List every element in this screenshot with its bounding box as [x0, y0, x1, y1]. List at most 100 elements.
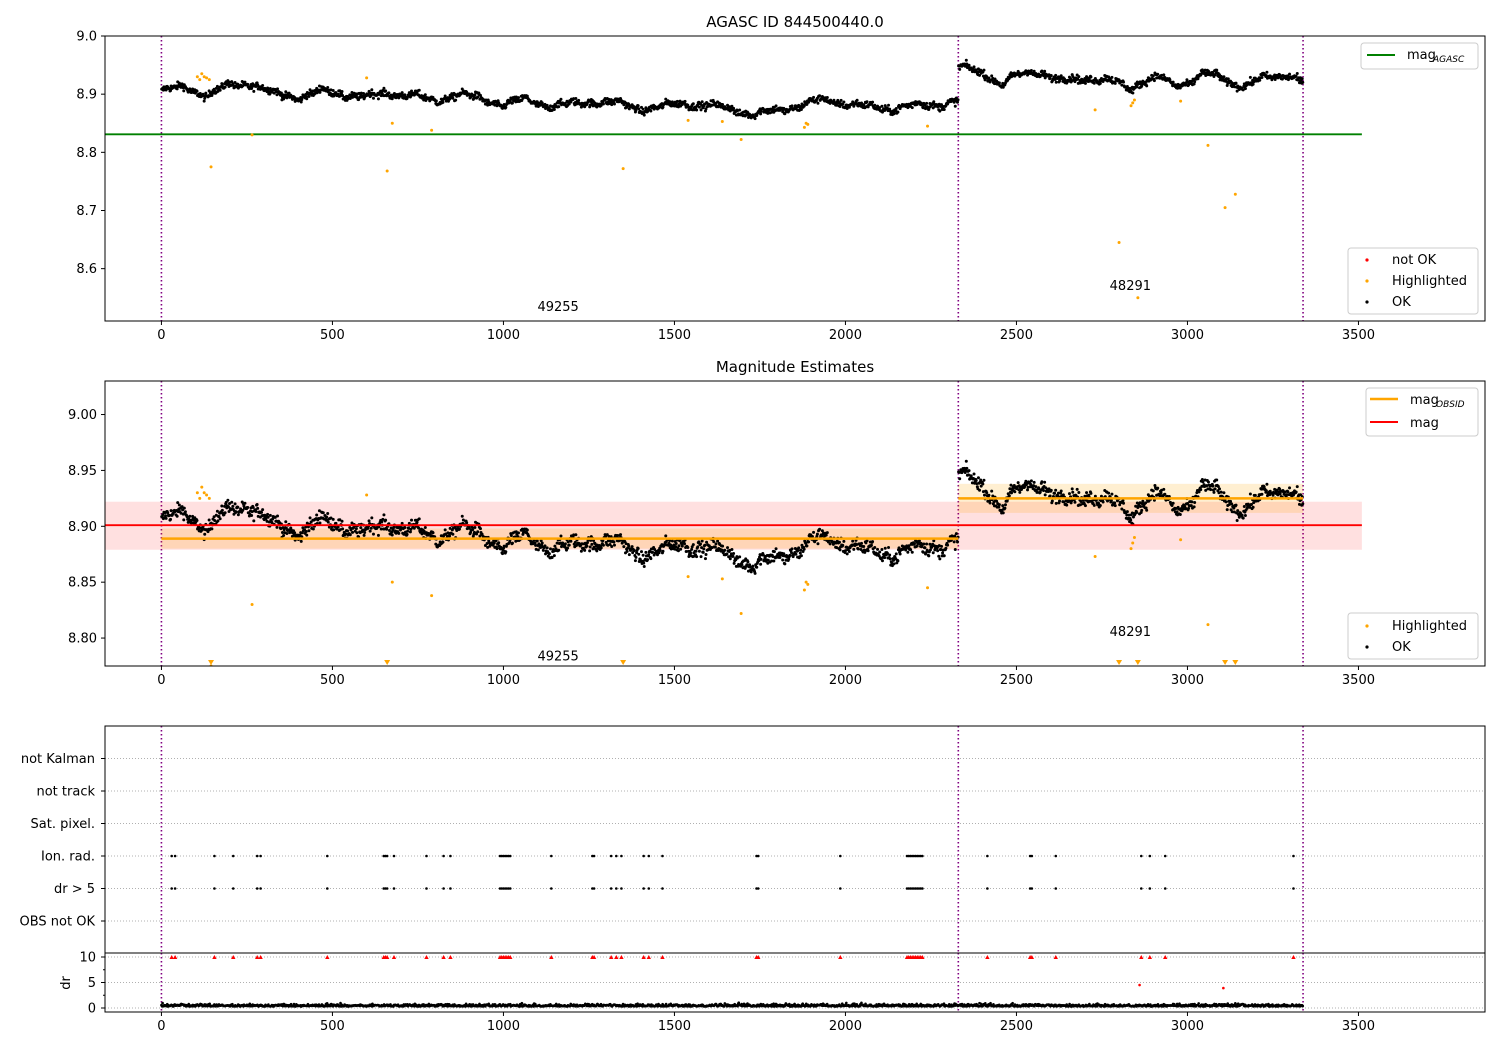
- ok-point: [267, 520, 271, 524]
- ok-point: [1286, 490, 1290, 494]
- legend-mag-obsid-label: mag: [1410, 393, 1439, 408]
- ok-point: [1092, 503, 1096, 507]
- ok-point: [802, 547, 806, 551]
- ok-point: [255, 503, 259, 507]
- ok-point: [1145, 84, 1149, 88]
- ok-point: [619, 533, 623, 537]
- ok-point: [325, 515, 329, 519]
- ok-point: [563, 542, 567, 546]
- ok-point: [1050, 499, 1054, 503]
- ok-point: [801, 549, 805, 553]
- ok-point: [410, 518, 414, 522]
- ok-point: [967, 469, 971, 473]
- highlighted-point: [202, 491, 206, 495]
- ok-point: [355, 531, 359, 535]
- ok-point: [944, 546, 948, 550]
- ok-point: [1098, 503, 1102, 507]
- ok-point: [371, 96, 375, 100]
- ok-point: [1237, 515, 1241, 519]
- ok-point: [451, 532, 455, 536]
- ok-point: [979, 478, 983, 482]
- estimates-ytick-label: 8.90: [68, 520, 97, 535]
- ok-point: [979, 484, 983, 488]
- ok-point: [1040, 69, 1044, 73]
- flag-point: [756, 887, 760, 890]
- ok-point: [1162, 73, 1166, 77]
- ok-point: [276, 87, 280, 91]
- ok-point: [473, 93, 477, 97]
- highlighted-point: [1131, 541, 1135, 545]
- ok-point: [307, 529, 311, 533]
- ok-point: [369, 526, 373, 530]
- ok-point: [963, 466, 967, 470]
- agasc-xtick-label: 2000: [829, 328, 862, 343]
- ok-point: [938, 557, 942, 561]
- ok-point: [987, 493, 991, 497]
- ok-point: [473, 526, 477, 530]
- flag-point: [986, 854, 989, 858]
- ok-point: [925, 101, 929, 105]
- ok-point: [1089, 491, 1093, 495]
- highlighted-point: [385, 169, 389, 173]
- ok-point: [766, 561, 770, 565]
- ok-point: [585, 544, 589, 548]
- ok-point: [590, 542, 594, 546]
- ok-point: [956, 98, 960, 102]
- ok-point: [637, 552, 641, 556]
- ok-point: [370, 88, 374, 92]
- flag-point: [839, 854, 842, 858]
- ok-point: [990, 489, 994, 493]
- ok-point: [852, 547, 856, 551]
- ok-point: [1193, 501, 1197, 505]
- ok-point: [1144, 501, 1148, 505]
- highlighted-point: [365, 493, 369, 497]
- ok-point: [982, 478, 986, 482]
- highlighted-point: [621, 167, 625, 171]
- agasc-ytick-label: 8.6: [76, 262, 97, 277]
- dr-point: [208, 1002, 211, 1006]
- ok-point: [1294, 490, 1298, 494]
- ok-point: [845, 552, 849, 556]
- ok-point: [642, 565, 646, 569]
- ok-point: [517, 96, 521, 100]
- ok-point: [1295, 485, 1299, 489]
- clipped-low-marker: [1222, 660, 1229, 665]
- agasc-xtick-label: 500: [320, 328, 345, 343]
- ok-point: [761, 553, 765, 557]
- ok-point: [1122, 501, 1126, 505]
- ok-point: [1061, 493, 1065, 497]
- ok-point: [1131, 91, 1135, 95]
- ok-point: [256, 506, 260, 510]
- ok-point: [502, 103, 506, 107]
- ok-point: [1229, 499, 1233, 503]
- ok-point: [753, 571, 757, 575]
- flag-point: [326, 854, 329, 858]
- agasc-legend-status: not OK Highlighted OK: [1347, 247, 1479, 315]
- ok-point: [1046, 490, 1050, 494]
- ok-point: [346, 529, 350, 533]
- ok-point: [1113, 501, 1117, 505]
- ok-point: [214, 513, 218, 517]
- flag-point: [661, 887, 664, 890]
- highlighted-point: [802, 588, 806, 592]
- ok-point: [704, 553, 708, 557]
- dr-point: [161, 1001, 164, 1005]
- flag-point: [642, 854, 645, 858]
- ok-point: [670, 539, 674, 543]
- flag-point: [449, 887, 452, 890]
- ok-point: [1234, 81, 1238, 85]
- ok-point: [1077, 75, 1081, 79]
- flag-point: [170, 854, 173, 858]
- estimates-ytick-label: 9.00: [68, 408, 97, 423]
- ok-point: [223, 511, 227, 515]
- ok-point: [982, 68, 986, 72]
- legend-highlighted-label-2: Highlighted: [1392, 619, 1467, 634]
- ok-point: [169, 517, 173, 521]
- ok-point: [1189, 504, 1193, 508]
- ok-point: [558, 541, 562, 545]
- ok-point: [892, 112, 896, 116]
- ok-point: [910, 550, 914, 554]
- ok-point: [732, 552, 736, 556]
- highlighted-point: [926, 124, 930, 128]
